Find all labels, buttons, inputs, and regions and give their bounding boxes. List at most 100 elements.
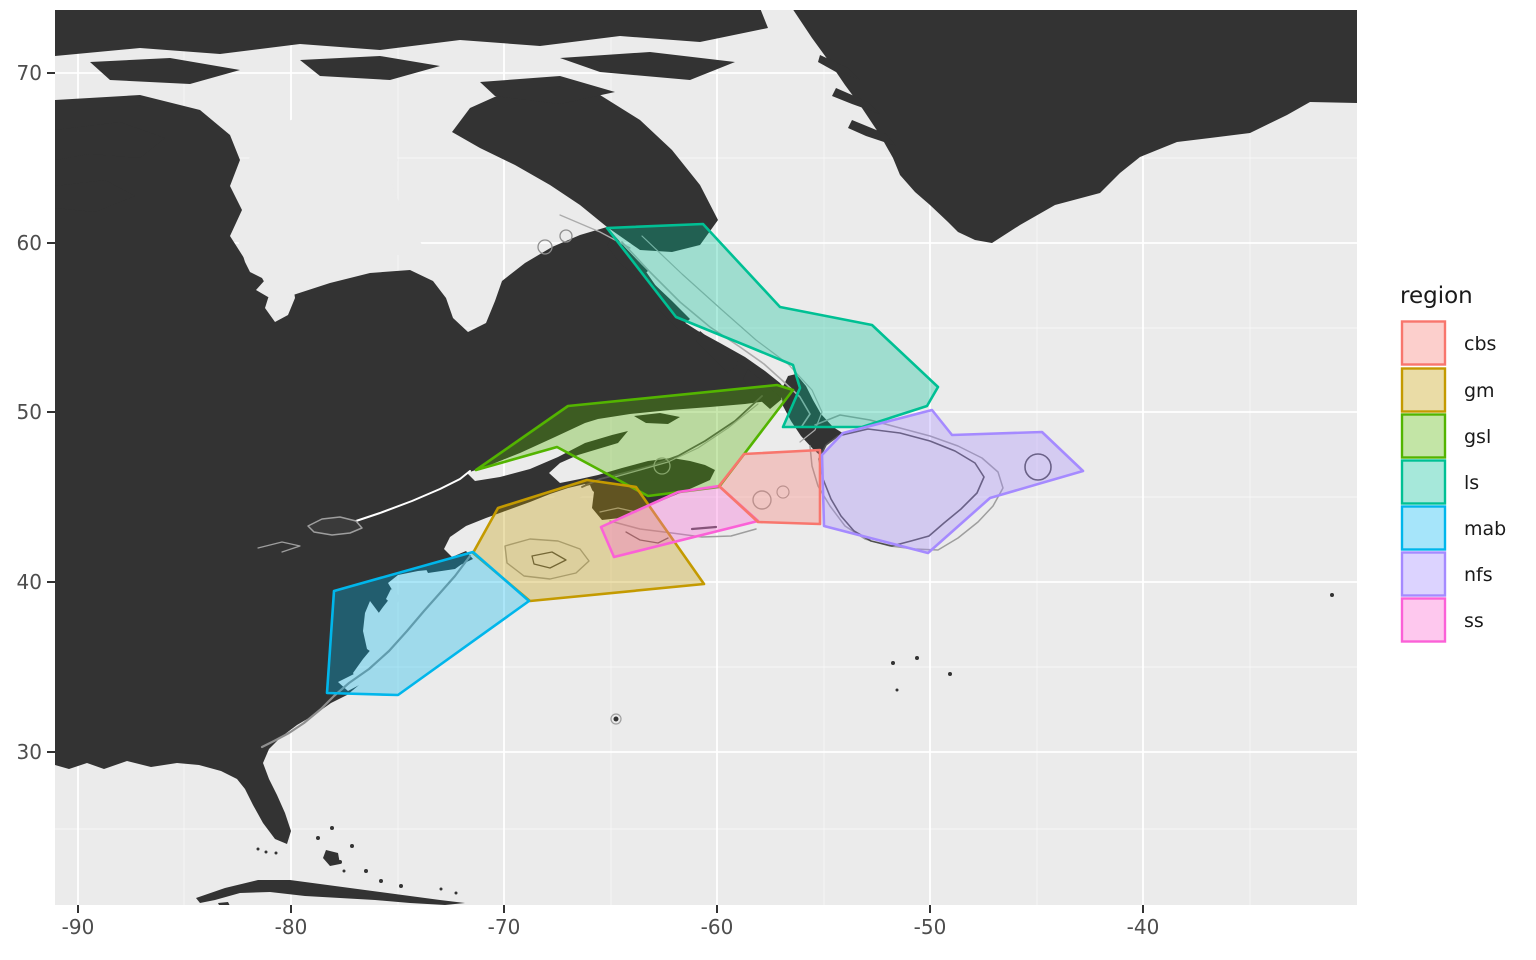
st-lawrence-river <box>349 470 471 524</box>
region-mab <box>325 550 531 697</box>
florida-keys-2 <box>264 850 268 854</box>
y-tick-label: 60 <box>17 231 42 255</box>
legend-label-ss: ss <box>1464 610 1484 632</box>
gulf-st-lawrence-contour <box>614 403 759 478</box>
x-tick-label: -60 <box>701 915 734 939</box>
legend-label-cbs: cbs <box>1464 333 1496 355</box>
bahama-2 <box>330 826 334 830</box>
bahama-3 <box>338 860 342 864</box>
legend-key-gsl <box>1400 413 1447 459</box>
turks-2 <box>454 891 458 895</box>
bay-of-fundy <box>554 485 593 505</box>
y-tick-label: 50 <box>17 400 42 424</box>
chesapeake-bay <box>363 601 383 656</box>
baffin-island <box>452 82 718 252</box>
arctic-island-b <box>300 56 440 80</box>
legend-item-mab: mab <box>1400 505 1506 551</box>
laurentian-channel <box>581 395 763 488</box>
legend-label-mab: mab <box>1464 518 1506 540</box>
x-tick-label: -50 <box>914 915 947 939</box>
region-layer <box>325 222 1085 697</box>
legend-item-gsl: gsl <box>1400 413 1491 459</box>
region-gsl <box>474 383 795 498</box>
arctic-island-d <box>55 180 135 212</box>
andros-island <box>323 850 340 866</box>
legend: region cbs gm gsl ls mab nfs ss <box>1400 283 1506 643</box>
bermuda-ring <box>610 713 622 725</box>
arctic-strip-top <box>55 10 768 56</box>
legend-key-nfs <box>1400 551 1447 597</box>
y-tick-label: 70 <box>17 61 42 85</box>
arctic-island-devon <box>480 76 615 104</box>
legend-key-ss <box>1400 597 1447 643</box>
legend-item-cbs: cbs <box>1400 320 1496 366</box>
cuba <box>196 880 465 905</box>
isla-juventud <box>218 902 230 905</box>
x-tick-label: -70 <box>488 915 521 939</box>
water-layer <box>238 110 593 691</box>
legend-title: region <box>1400 283 1473 309</box>
st-pierre-bank-ring <box>752 490 772 510</box>
legend-label-gsl: gsl <box>1464 426 1491 448</box>
legend-item-ss: ss <box>1400 597 1484 643</box>
labrador-fringe-3 <box>696 331 740 373</box>
x-tick-label: -90 <box>62 915 95 939</box>
hudson-bay <box>238 110 422 322</box>
x-tick-label: -80 <box>275 915 308 939</box>
legend-label-nfs: nfs <box>1464 564 1493 586</box>
legend-key-ls <box>1400 459 1447 505</box>
bahama-6 <box>379 879 383 883</box>
magdalen-ring <box>653 457 671 475</box>
seamount-1 <box>891 661 895 665</box>
bahama-7 <box>399 884 403 888</box>
axes: -90 -80 -70 -60 -50 -40 70 60 50 40 30 <box>17 61 1160 939</box>
greenland-fringe-1 <box>818 55 860 80</box>
northeast-channel <box>599 507 637 513</box>
y-tick-label: 30 <box>17 740 42 764</box>
prince-edward-island <box>628 470 670 481</box>
grand-banks-contour <box>818 428 985 547</box>
legend-key-gm <box>1400 367 1447 413</box>
flemish-cap-ring <box>1024 453 1052 481</box>
florida-keys-1 <box>256 847 260 851</box>
anticosti-island <box>634 413 680 424</box>
y-tick-label: 40 <box>17 570 42 594</box>
arctic-island-c <box>560 52 735 80</box>
mid-atlantic-shelf-break <box>260 554 472 749</box>
labrador-fringe-4 <box>743 369 782 409</box>
turks-1 <box>439 887 443 891</box>
long-island <box>425 561 466 573</box>
lake-ontario <box>307 516 363 536</box>
legend-item-gm: gm <box>1400 367 1495 413</box>
newfoundland-shelf <box>809 414 1004 551</box>
st-pierre-bank-ring-2 <box>776 485 790 499</box>
ungava-ring-1 <box>537 239 553 255</box>
bahama-1 <box>316 836 320 840</box>
ungava-ring-2 <box>559 229 573 243</box>
legend-label-gm: gm <box>1464 380 1495 402</box>
georges-bank-dark <box>531 551 567 569</box>
legend-key-cbs <box>1400 320 1447 366</box>
speck-east <box>1330 593 1334 597</box>
bahama-5 <box>364 869 368 873</box>
mainland-north-america <box>55 95 790 844</box>
map-layers <box>55 10 1357 905</box>
region-nfs <box>820 408 1085 555</box>
scotian-squiggle <box>625 531 669 544</box>
arctic-island-a <box>90 58 240 84</box>
bermuda <box>613 716 619 722</box>
georges-bank-contour <box>504 538 590 580</box>
region-cbs <box>717 448 822 526</box>
greenland <box>793 10 1357 243</box>
x-tick-label: -40 <box>1127 915 1160 939</box>
legend-item-nfs: nfs <box>1400 551 1493 597</box>
florida-keys-3 <box>274 851 278 855</box>
seamount-3 <box>948 672 952 676</box>
legend-label-ls: ls <box>1464 472 1479 494</box>
arctic-island-victoria <box>55 122 165 160</box>
greenland-fringe-2 <box>832 88 880 114</box>
sable-island <box>690 525 718 531</box>
seamount-2 <box>915 656 919 660</box>
